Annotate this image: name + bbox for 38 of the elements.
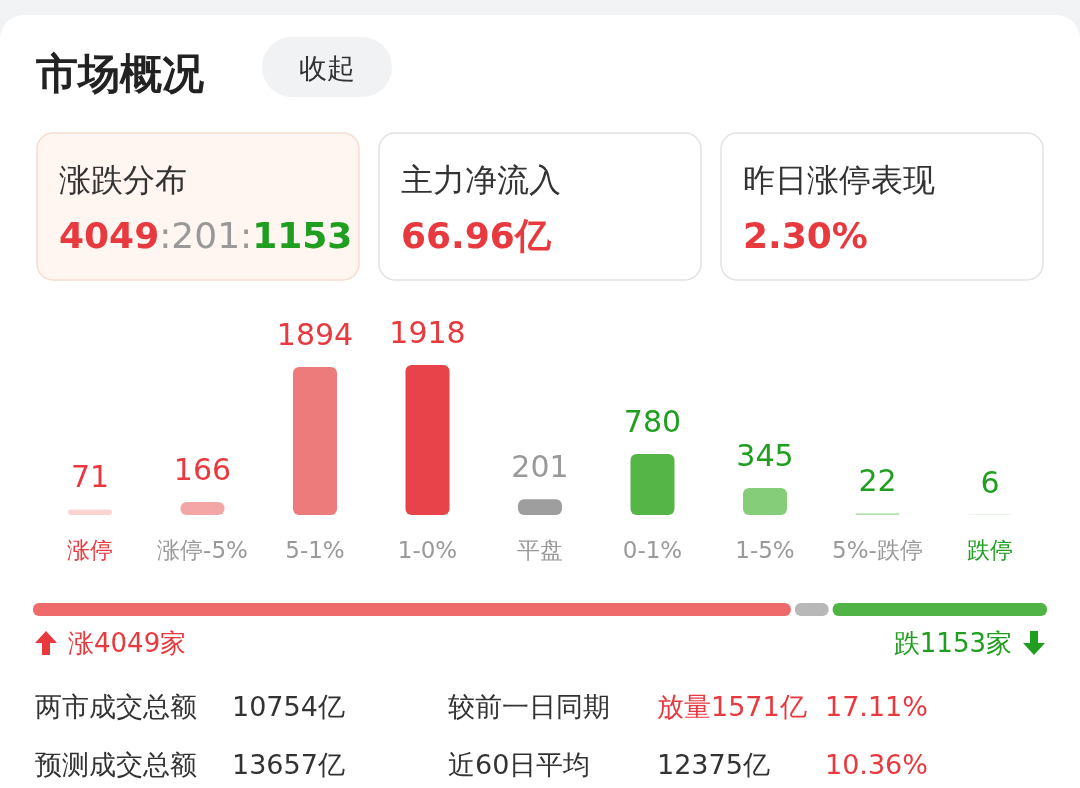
text: 涨跌分布 <box>59 161 187 199</box>
data-label: 22 <box>858 463 897 499</box>
text: 跌1153家 <box>893 628 1012 658</box>
x-tick-label: 1-5% <box>735 537 795 563</box>
data-label: 1918 <box>389 315 466 350</box>
data-label: 1894 <box>276 316 354 352</box>
text: 两市成交总额 <box>35 691 197 722</box>
x-tick-label: 5%-跌停 <box>832 537 923 563</box>
text: 17.11% <box>825 691 928 722</box>
text: 放量1571亿 <box>657 691 807 722</box>
text: 66.96亿 <box>401 215 552 256</box>
text: 4049:201:1153 <box>59 215 353 256</box>
text: 收起 <box>299 52 355 85</box>
text: 主力净流入 <box>401 161 561 199</box>
data-label: 201 <box>511 449 569 485</box>
text: 13657亿 <box>232 749 345 780</box>
text: 10754亿 <box>232 691 345 722</box>
data-label: 345 <box>736 438 794 474</box>
text: 昨日涨停表现 <box>743 161 935 199</box>
data-label: 780 <box>623 404 682 439</box>
x-tick-label: 平盘 <box>517 537 563 563</box>
x-tick-label: 5-1% <box>285 537 345 563</box>
text: 预测成交总额 <box>35 749 197 780</box>
text: 10.36% <box>825 749 928 780</box>
text: 近60日平均 <box>448 749 591 780</box>
data-label: 71 <box>70 459 110 495</box>
text: 市场概况 <box>35 49 204 98</box>
text: 12375亿 <box>657 749 770 780</box>
x-tick-label: 1-0% <box>397 537 458 563</box>
x-tick-label: 0-1% <box>622 537 683 563</box>
x-tick-label: 涨停-5% <box>157 537 248 563</box>
data-label: 6 <box>980 464 1000 500</box>
text: 涨4049家 <box>68 628 187 658</box>
x-tick-label: 跌停 <box>967 537 1013 563</box>
x-tick-label: 涨停 <box>67 537 113 563</box>
data-label: 166 <box>173 452 232 488</box>
text: 2.30% <box>743 215 868 256</box>
text: 较前一日同期 <box>448 691 610 722</box>
